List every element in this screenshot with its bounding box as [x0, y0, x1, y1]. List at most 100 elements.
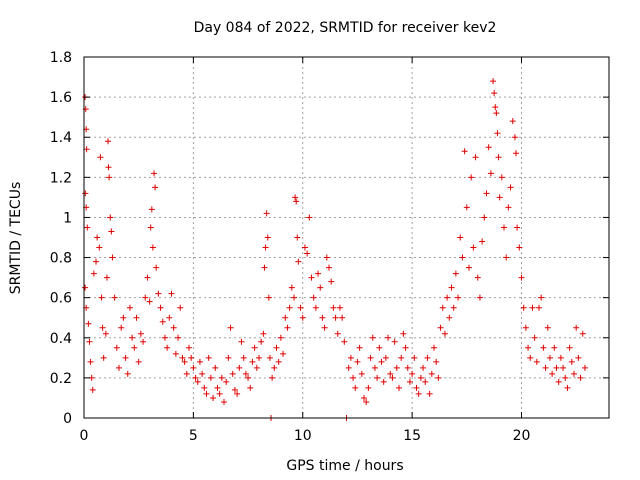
- data-point: [365, 384, 372, 391]
- data-point: [247, 384, 254, 391]
- data-point: [495, 154, 502, 161]
- data-point: [108, 228, 115, 235]
- data-point: [85, 320, 92, 327]
- data-point: [97, 154, 104, 161]
- data-point: [435, 374, 442, 381]
- data-point: [263, 210, 270, 217]
- x-tick-label: 10: [294, 428, 312, 444]
- data-point: [166, 314, 173, 321]
- data-point: [242, 370, 249, 377]
- data-point: [129, 334, 136, 341]
- data-point: [579, 330, 586, 337]
- data-point: [238, 338, 245, 345]
- data-point: [542, 364, 549, 371]
- x-tick-label: 20: [513, 428, 531, 444]
- data-point: [229, 370, 236, 377]
- data-point: [86, 338, 93, 345]
- data-point: [186, 344, 192, 351]
- data-point: [286, 304, 293, 311]
- data-point: [240, 354, 247, 361]
- data-point: [118, 324, 125, 331]
- data-point: [299, 314, 306, 321]
- data-point: [149, 244, 156, 251]
- data-point: [218, 374, 225, 381]
- data-point: [177, 304, 184, 311]
- x-tick-label: 0: [80, 428, 89, 444]
- data-point: [389, 374, 396, 381]
- x-axis-ticks: 0 5 10 15 20: [80, 57, 531, 444]
- data-point: [347, 354, 354, 361]
- data-point: [258, 338, 265, 345]
- data-point: [146, 298, 153, 305]
- y-tick-label: 1.4: [50, 130, 72, 146]
- data-point: [251, 344, 258, 351]
- data-point: [310, 294, 317, 301]
- data-point: [261, 264, 268, 271]
- data-point: [297, 304, 304, 311]
- data-point: [352, 384, 359, 391]
- data-point: [159, 318, 166, 325]
- data-point: [503, 254, 510, 261]
- data-point: [106, 174, 113, 181]
- data-point: [201, 384, 208, 391]
- data-point: [511, 134, 518, 141]
- data-point: [527, 354, 534, 361]
- data-point: [199, 370, 206, 377]
- data-point: [87, 358, 94, 365]
- x-axis-label: GPS time / hours: [286, 458, 403, 474]
- data-point: [494, 130, 501, 137]
- data-point: [245, 374, 252, 381]
- data-point: [103, 274, 110, 281]
- data-point: [415, 390, 422, 397]
- data-point: [225, 354, 232, 361]
- data-point: [262, 244, 269, 251]
- data-point: [457, 234, 464, 241]
- data-point: [157, 304, 164, 311]
- data-point: [382, 354, 389, 361]
- y-tick-label: 1.2: [50, 170, 72, 186]
- data-point: [446, 314, 453, 321]
- data-point: [387, 370, 394, 377]
- data-point: [422, 378, 429, 385]
- data-points: [82, 78, 588, 421]
- data-point: [172, 350, 179, 357]
- data-point: [400, 330, 407, 337]
- data-point: [417, 374, 424, 381]
- data-point: [183, 370, 190, 377]
- data-point: [323, 254, 330, 261]
- data-point: [90, 270, 97, 277]
- data-point: [133, 314, 140, 321]
- data-point: [196, 358, 203, 365]
- data-point: [538, 294, 545, 301]
- data-point: [330, 304, 337, 311]
- data-point: [293, 198, 300, 205]
- data-point: [466, 264, 472, 271]
- data-point: [207, 374, 214, 381]
- data-point: [284, 324, 291, 331]
- data-point: [83, 146, 90, 153]
- data-point: [455, 294, 462, 301]
- data-point: [116, 364, 122, 371]
- data-point: [531, 334, 538, 341]
- data-point: [227, 324, 234, 331]
- data-point: [393, 364, 400, 371]
- data-point: [361, 394, 367, 401]
- data-point: [317, 284, 324, 291]
- data-point: [481, 214, 488, 221]
- y-tick-label: 1: [63, 210, 72, 226]
- data-point: [152, 184, 159, 191]
- data-point: [498, 174, 505, 181]
- y-axis-ticks: 0 0.2 0.4 0.6 0.8 1 1.2 1.4 1.6 1.8: [50, 50, 609, 427]
- data-point: [155, 290, 162, 297]
- data-point: [301, 244, 308, 251]
- data-point: [107, 214, 114, 221]
- data-point: [424, 354, 431, 361]
- data-point: [124, 370, 131, 377]
- data-point: [564, 384, 571, 391]
- data-point: [516, 244, 523, 251]
- data-point: [234, 390, 241, 397]
- data-point: [280, 350, 287, 357]
- y-tick-label: 0.6: [50, 291, 72, 307]
